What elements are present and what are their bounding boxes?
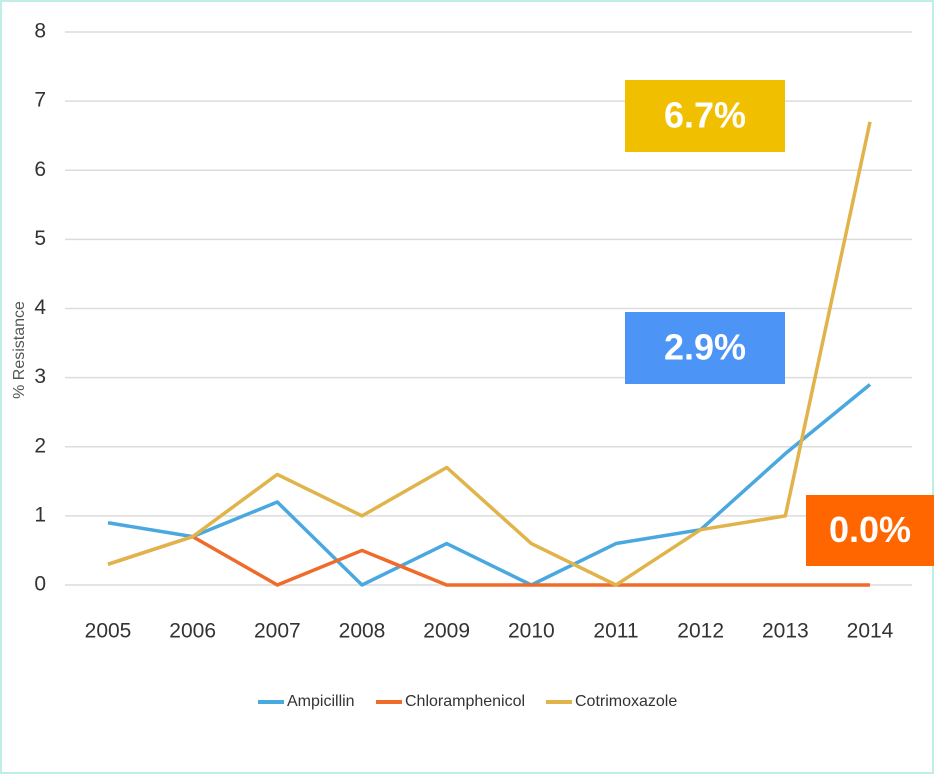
- x-tick-label: 2014: [847, 620, 894, 643]
- y-tick-label: 5: [34, 227, 46, 250]
- y-tick-label: 2: [34, 434, 46, 457]
- y-axis-label: % Resistance: [11, 301, 28, 399]
- x-tick-label: 2011: [593, 620, 638, 643]
- y-tick-label: 1: [34, 503, 46, 526]
- legend-label: Cotrimoxazole: [575, 693, 677, 710]
- y-tick-label: 3: [34, 365, 46, 388]
- series-line: [107, 383, 872, 587]
- annotation-text: 6.7%: [664, 95, 746, 136]
- x-tick-label: 2010: [508, 620, 555, 643]
- annotation-box: [806, 495, 934, 566]
- series-line: [107, 534, 870, 587]
- annotation-text: 0.0%: [829, 509, 911, 550]
- series-line: [107, 121, 872, 587]
- x-tick-label: 2007: [254, 620, 301, 643]
- annotation-text: 2.9%: [664, 327, 746, 368]
- x-tick-label: 2008: [339, 620, 386, 643]
- x-tick-label: 2009: [423, 620, 470, 643]
- y-tick-label: 7: [34, 89, 46, 112]
- x-tick-label: 2012: [677, 620, 724, 643]
- y-tick-label: 4: [34, 296, 46, 319]
- x-tick-label: 2013: [762, 620, 809, 643]
- legend-label: Chloramphenicol: [405, 693, 525, 710]
- y-tick-label: 8: [34, 20, 46, 43]
- annotation-box: [625, 312, 785, 384]
- x-tick-label: 2005: [85, 620, 132, 643]
- annotation-box: [625, 80, 785, 152]
- x-tick-label: 2006: [169, 620, 216, 643]
- y-tick-label: 6: [34, 158, 46, 181]
- legend-label: Ampicillin: [287, 693, 355, 710]
- y-tick-label: 0: [34, 573, 46, 596]
